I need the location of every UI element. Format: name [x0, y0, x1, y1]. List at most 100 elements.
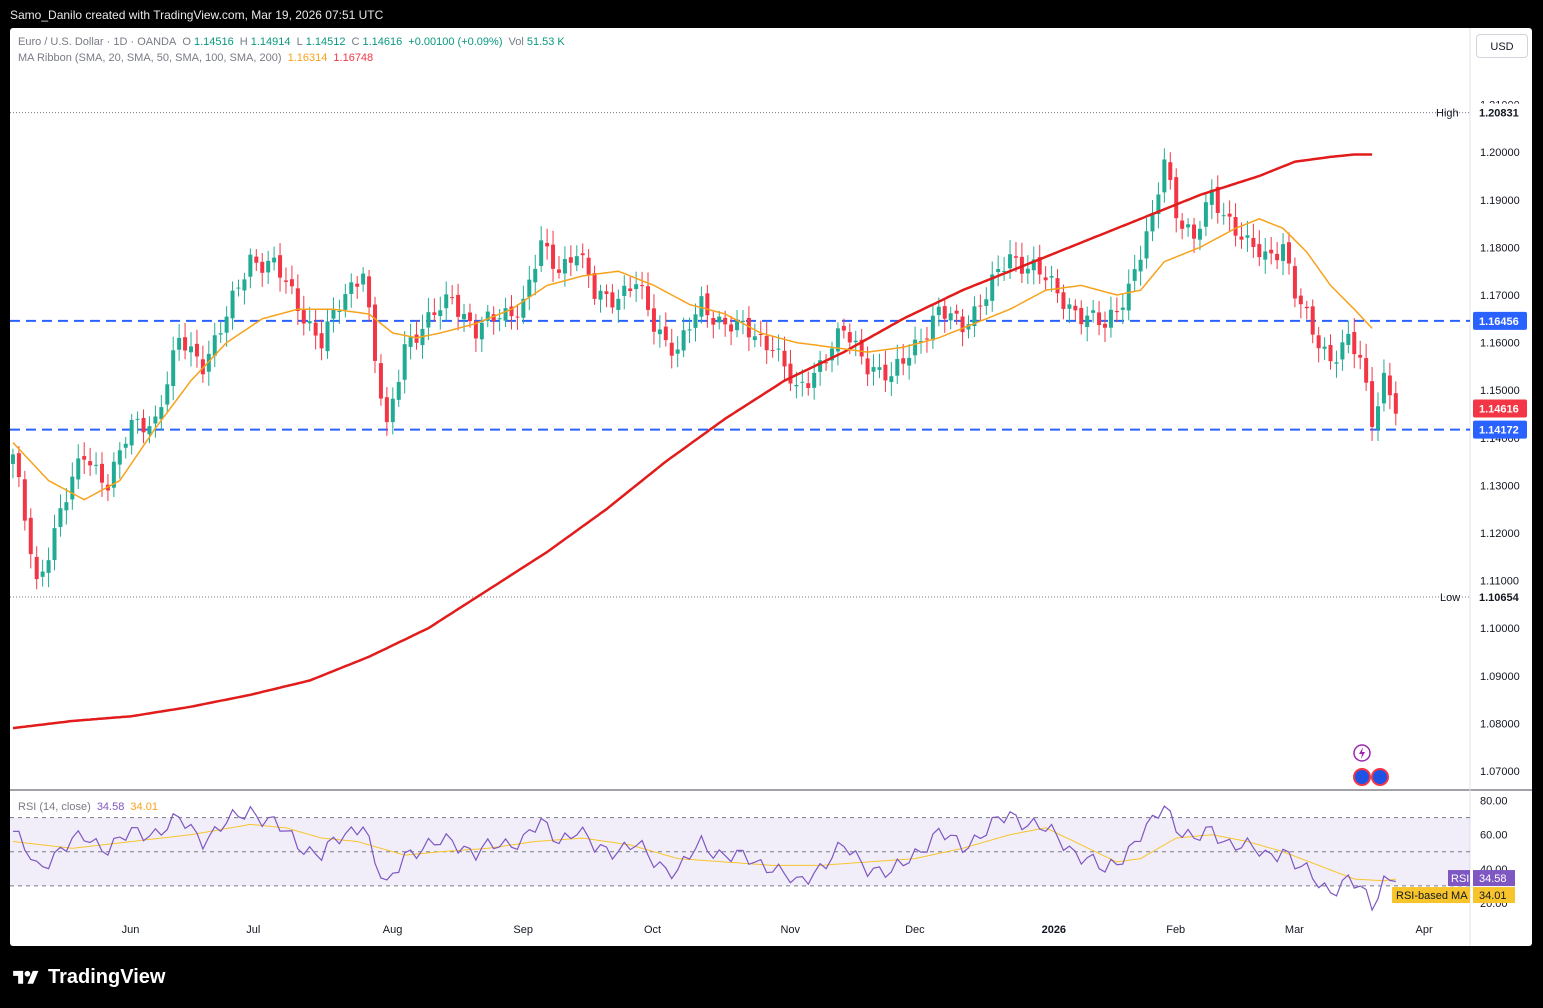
- candle-body: [64, 502, 69, 511]
- candle-body: [194, 343, 199, 357]
- candle-body: [462, 314, 467, 320]
- lightning-bolt-icon: [1359, 747, 1365, 759]
- candle-body: [758, 334, 763, 336]
- candle-body: [782, 350, 787, 367]
- legend-ma1-value: 1.16314: [287, 52, 328, 64]
- candle-body: [657, 329, 662, 335]
- candle-body: [681, 330, 686, 351]
- candle-body: [883, 364, 888, 381]
- candle-body: [634, 284, 639, 290]
- candle-body: [663, 326, 668, 341]
- candle-body: [378, 363, 383, 399]
- candle-body: [224, 316, 229, 333]
- legend-volume: 51.53 K: [526, 36, 565, 48]
- candle-body: [740, 320, 745, 322]
- candle-body: [165, 384, 170, 405]
- candle-body: [527, 279, 532, 297]
- rsi-name-tag: RSI: [1451, 873, 1469, 885]
- currency-button[interactable]: USD: [1476, 34, 1528, 58]
- candle-body: [1091, 310, 1096, 313]
- candle-body: [390, 398, 395, 423]
- candle-body: [450, 297, 455, 299]
- candle-body: [580, 253, 585, 256]
- price-axis-tick: 1.09000: [1480, 671, 1520, 683]
- candle-body: [1393, 393, 1398, 414]
- candle-body: [1304, 306, 1309, 309]
- candle-body: [954, 310, 959, 314]
- candle-body: [1346, 333, 1351, 345]
- candle-body: [907, 357, 912, 366]
- candle-body: [135, 418, 140, 420]
- legend-ma-label[interactable]: MA Ribbon (SMA, 20, SMA, 50, SMA, 100, S…: [18, 52, 282, 64]
- time-axis-tick: Mar: [1285, 924, 1304, 936]
- candle-body: [111, 461, 116, 488]
- candle-body: [1097, 312, 1102, 326]
- candle-body: [562, 259, 567, 274]
- candle-body: [1013, 256, 1018, 258]
- level-price-label-bg: [1473, 420, 1527, 439]
- price-axis-tick: 1.08000: [1480, 718, 1520, 730]
- candle-body: [10, 454, 15, 464]
- rsi-name-tag-bg: [1448, 870, 1470, 887]
- candle-body: [1215, 186, 1220, 213]
- time-axis-tick: Feb: [1166, 924, 1185, 936]
- candle-body: [94, 464, 99, 466]
- candle-body: [1079, 307, 1084, 325]
- candle-body: [1114, 311, 1119, 313]
- candle-body: [467, 312, 472, 322]
- candle-body: [200, 359, 205, 375]
- candle-body: [22, 479, 27, 521]
- candle-body: [1286, 242, 1291, 264]
- candle-body: [1275, 253, 1280, 261]
- candle-body: [835, 328, 840, 352]
- candle-body: [1061, 292, 1066, 309]
- time-axis-tick: Sep: [513, 924, 533, 936]
- candle-body: [1168, 162, 1173, 180]
- price-axis-tick: 1.15000: [1480, 385, 1520, 397]
- candle-body: [889, 376, 894, 383]
- legend-rsi-value: 34.58: [96, 801, 125, 813]
- rsi-ma-line: [12, 823, 1396, 882]
- legend-symbol[interactable]: Euro / U.S. Dollar · 1D · OANDA: [18, 36, 177, 48]
- rsi-ma-value-tag: 34.01: [1479, 890, 1507, 902]
- candle-body: [1233, 217, 1238, 236]
- candle-body: [46, 560, 51, 573]
- legend-open: 1.14516: [193, 36, 234, 48]
- time-axis-tick: Aug: [383, 924, 403, 936]
- sma-long-line: [12, 153, 1373, 730]
- candle-body: [1227, 213, 1232, 217]
- candle-body: [1209, 189, 1214, 205]
- candle-body: [942, 306, 947, 319]
- time-axis-tick: Apr: [1415, 924, 1432, 936]
- candle-body: [396, 381, 401, 400]
- candle-body: [34, 556, 39, 580]
- candle-body: [622, 285, 627, 297]
- candle-body: [301, 310, 306, 324]
- candle-body: [901, 358, 906, 364]
- rsi-axis-tick: 60.00: [1480, 830, 1508, 842]
- candle-body: [556, 269, 561, 273]
- candle-body: [153, 416, 158, 424]
- candle-body: [1203, 202, 1208, 227]
- candle-body: [1002, 270, 1007, 272]
- candle-body: [1150, 212, 1155, 232]
- candle-body: [586, 257, 591, 275]
- legend-rsi: RSI (14, close) 34.58 34.01: [18, 801, 161, 813]
- candle-body: [260, 261, 265, 273]
- candle-body: [705, 293, 710, 316]
- candle-body: [1358, 354, 1363, 358]
- tradingview-brand[interactable]: TradingView: [12, 966, 165, 989]
- chart-credit: Samo_Danilo created with TradingView.com…: [10, 8, 384, 22]
- candle-body: [1269, 249, 1274, 254]
- rsi-line: [12, 805, 1396, 912]
- candle-body: [189, 346, 194, 353]
- candle-body: [28, 517, 33, 555]
- legend-rsi-label[interactable]: RSI (14, close): [18, 801, 91, 813]
- candle-body: [865, 358, 870, 375]
- candle-body: [1180, 220, 1185, 229]
- candle-body: [426, 312, 431, 328]
- candle-body: [402, 344, 407, 380]
- candle-body: [1055, 278, 1060, 294]
- candle-body: [675, 349, 680, 354]
- candle-body: [1310, 306, 1315, 335]
